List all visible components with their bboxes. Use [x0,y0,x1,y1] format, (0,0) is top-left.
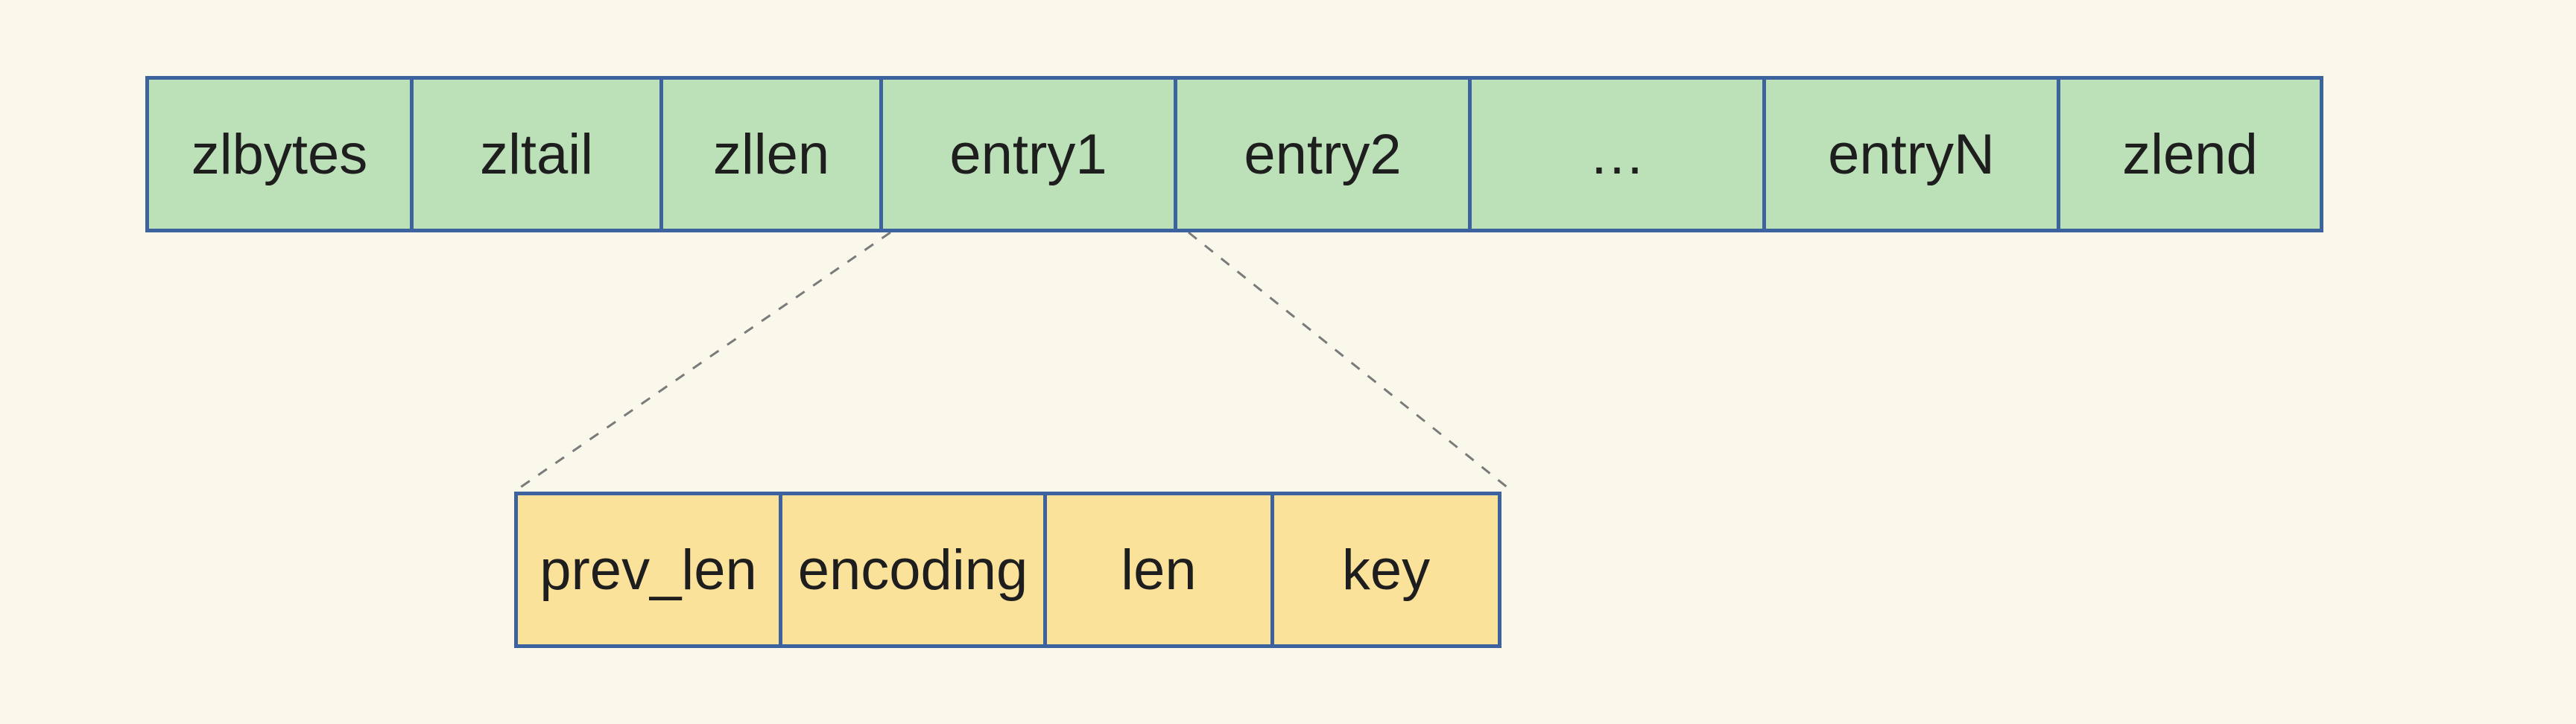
ziplist-cell-1: zltail [410,76,663,232]
ziplist-cell-5: … [1468,76,1766,232]
entry-cell-3: key [1270,492,1501,648]
connector-line-0 [514,232,890,492]
entry-cell-2: len [1043,492,1274,648]
ziplist-cell-7: zlend [2057,76,2323,232]
ziplist-cell-0: zlbytes [145,76,414,232]
diagram-canvas: zlbyteszltailzllenentry1entry2…entryNzle… [0,0,2576,724]
ziplist-cell-2: zllen [659,76,883,232]
connector-line-1 [1189,232,1513,492]
ziplist-cell-3: entry1 [879,76,1177,232]
entry-detail-row: prev_lenencodinglenkey [514,492,1501,648]
entry-cell-1: encoding [779,492,1047,648]
ziplist-header-row: zlbyteszltailzllenentry1entry2…entryNzle… [145,76,2323,232]
entry-cell-0: prev_len [514,492,782,648]
ziplist-cell-6: entryN [1762,76,2060,232]
ziplist-cell-4: entry2 [1174,76,1472,232]
